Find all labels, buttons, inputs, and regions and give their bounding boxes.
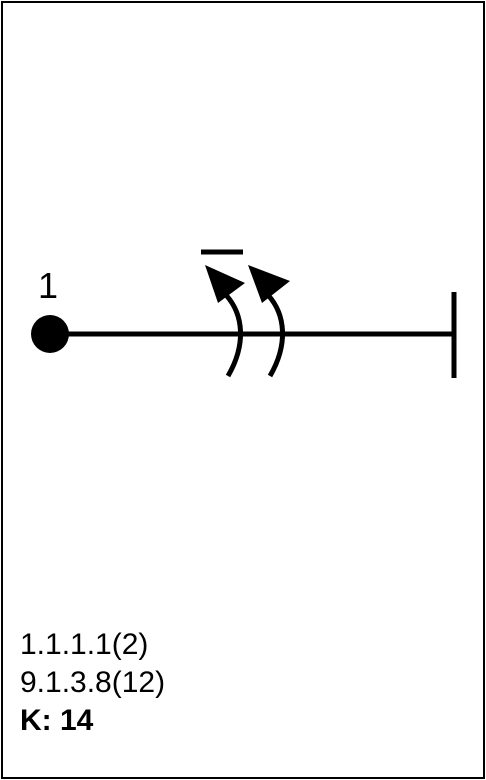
arrowhead-1 [205,265,245,303]
curved-arrow-1 [224,293,243,378]
code-line-1: 1.1.1.1(2) [20,628,149,661]
k-value: K: 14 [20,704,94,737]
arrowhead-2 [248,265,290,303]
code-list: 1.1.1.1(2) 9.1.3.8(12) K: 14 [20,626,165,740]
code-line-2: 9.1.3.8(12) [20,666,166,699]
start-node [31,315,69,353]
node-label: 1 [38,265,59,306]
curved-arrow-2 [266,293,285,378]
